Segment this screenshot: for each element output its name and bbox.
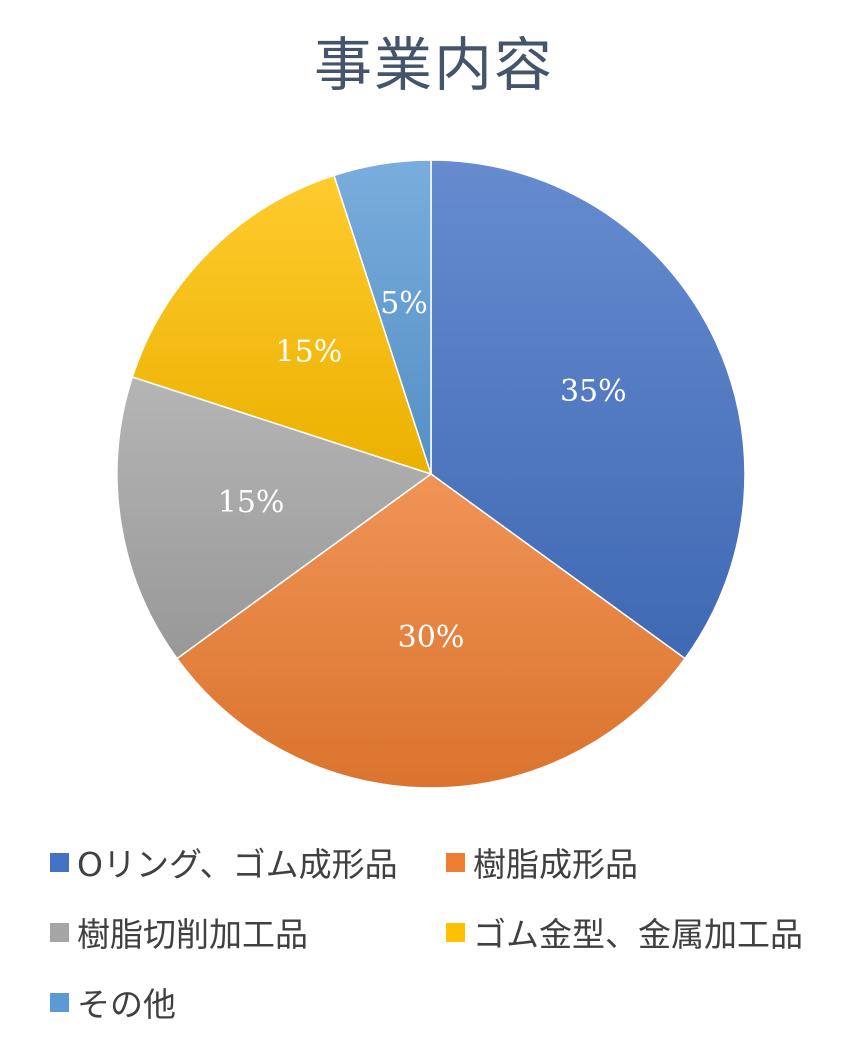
legend-swatch-other	[50, 992, 69, 1012]
legend-item-other: その他	[50, 982, 176, 1024]
pie-slice-resin-cutting	[116, 376, 433, 660]
pie-slice-mold-metal	[131, 174, 433, 476]
legend-swatch-mold-metal	[446, 922, 465, 942]
data-label-other: 5%	[380, 286, 428, 321]
legend-label-resin-cutting: 樹脂切削加工品	[77, 915, 308, 954]
pie-chart: 35% 30% 15% 15% 5%	[116, 159, 746, 789]
pie-slices	[116, 159, 746, 789]
legend-item-o-ring: Oリング、ゴム成形品	[50, 842, 398, 884]
data-label-o-ring: 35%	[560, 374, 627, 409]
pie-slice-resin-molding	[175, 473, 687, 789]
data-label-resin-cutting: 15%	[218, 485, 285, 520]
legend-item-resin-cutting: 樹脂切削加工品	[50, 912, 308, 954]
legend-label-other: その他	[77, 985, 176, 1024]
legend-item-mold-metal: ゴム金型、金属加工品	[446, 912, 803, 954]
legend-swatch-o-ring	[50, 852, 69, 872]
data-label-resin-molding: 30%	[398, 620, 465, 655]
pie-slice-o-ring	[430, 159, 746, 660]
legend-swatch-resin-cutting	[50, 922, 69, 942]
legend-label-mold-metal: ゴム金型、金属加工品	[473, 915, 803, 954]
legend-label-resin-molding: 樹脂成形品	[473, 845, 638, 884]
pie-data-labels: 35% 30% 15% 15% 5%	[218, 286, 627, 655]
legend-label-o-ring: Oリング、ゴム成形品	[77, 845, 398, 884]
legend-swatch-resin-molding	[446, 852, 465, 872]
data-label-mold-metal: 15%	[276, 334, 343, 369]
legend-item-resin-molding: 樹脂成形品	[446, 842, 638, 884]
chart-title: 事業内容	[313, 31, 554, 99]
pie-slice-other	[333, 159, 432, 475]
